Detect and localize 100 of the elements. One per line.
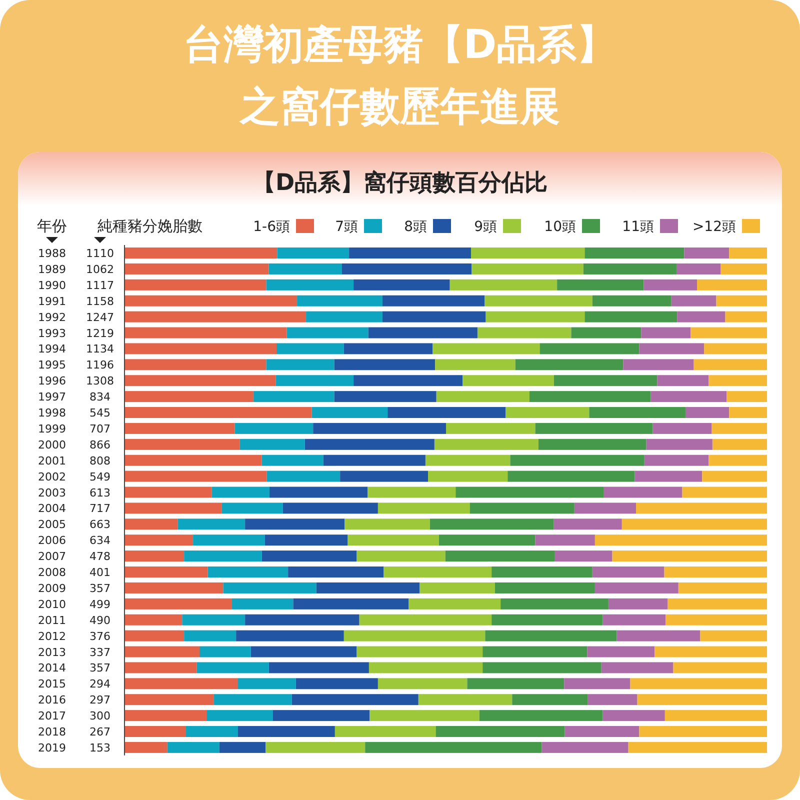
bar [125, 614, 182, 626]
bar [272, 710, 370, 722]
text: 300 [90, 710, 110, 723]
bar [584, 311, 678, 322]
bar [125, 582, 224, 594]
bar [602, 710, 665, 722]
bar [182, 614, 246, 626]
bar [212, 486, 270, 498]
bar [492, 566, 592, 578]
text: 808 [90, 454, 110, 468]
bar [729, 407, 767, 418]
bar [428, 470, 508, 482]
bar [685, 407, 730, 418]
bar [639, 343, 704, 354]
bar [435, 359, 516, 370]
text: 1219 [86, 326, 114, 340]
bar [349, 248, 472, 258]
bar [292, 694, 418, 706]
bar [712, 438, 767, 450]
y-tick-label: 2007 [38, 550, 66, 564]
y-tick-label: 2009 [38, 582, 66, 595]
bar [535, 422, 653, 434]
bar [592, 295, 672, 306]
chart-subtitle: 【D品系】窩仔頭數百分佔比 [252, 169, 548, 196]
text: 1110 [86, 247, 114, 260]
bar [484, 295, 592, 306]
bar [515, 359, 624, 370]
text: 866 [90, 438, 110, 452]
bar [540, 343, 640, 354]
bar [482, 646, 588, 658]
text: 376 [90, 630, 110, 643]
bar [690, 327, 767, 338]
bar [378, 678, 468, 690]
bar [418, 694, 512, 706]
y-tick-label: 1998 [38, 406, 66, 420]
bar [594, 582, 678, 594]
bar [378, 502, 470, 514]
bar [623, 359, 694, 370]
bar [125, 391, 254, 402]
bar [313, 422, 446, 434]
bar [125, 726, 186, 737]
bar [125, 710, 207, 722]
bar [587, 646, 655, 658]
bar [354, 279, 450, 290]
text: 499 [90, 598, 110, 611]
bar [542, 742, 628, 753]
bar [589, 407, 686, 418]
bar [125, 311, 306, 322]
bar [430, 518, 554, 530]
text: 357 [90, 582, 110, 595]
text: 357 [90, 662, 110, 675]
bar [584, 248, 684, 258]
bar [288, 566, 384, 578]
bar [370, 710, 480, 722]
bar [178, 518, 246, 530]
text: 707 [90, 422, 110, 436]
bar [312, 407, 388, 418]
bar [382, 295, 485, 306]
y-tick-label: 2003 [38, 486, 66, 500]
y-tick-label: 2014 [38, 662, 66, 675]
bar [639, 726, 767, 737]
bar [356, 646, 483, 658]
y-tick-label: 1988 [38, 247, 66, 260]
bar [482, 662, 602, 674]
bar [388, 407, 506, 418]
bar [125, 742, 168, 753]
bar [704, 343, 767, 354]
bar [479, 710, 603, 722]
bar [368, 662, 483, 674]
bar [612, 550, 767, 562]
bar [125, 263, 269, 274]
bar [654, 646, 767, 658]
bar [538, 438, 646, 450]
bar [622, 518, 767, 530]
text: 1134 [86, 342, 114, 356]
bar [184, 630, 236, 642]
bar [485, 630, 617, 642]
bar [594, 534, 767, 546]
bar [208, 566, 288, 578]
bar [434, 438, 538, 450]
bar [125, 630, 184, 642]
y-tick-label: 2001 [38, 454, 66, 468]
bar [234, 422, 314, 434]
text: 549 [90, 470, 110, 484]
y-tick-label: 2015 [38, 678, 66, 691]
bar [574, 502, 636, 514]
text: 294 [90, 678, 110, 691]
y-tick-label: 2010 [38, 598, 66, 611]
bar [702, 470, 767, 482]
bar [677, 311, 726, 322]
bar [436, 391, 530, 402]
bar [529, 391, 651, 402]
text: 613 [90, 486, 110, 500]
bar [125, 486, 212, 498]
bar [486, 311, 585, 322]
bar [554, 550, 612, 562]
bar [344, 630, 486, 642]
y-tick-label: 2012 [38, 630, 66, 643]
y-tick-label: 2002 [38, 470, 66, 484]
bar [186, 726, 238, 737]
